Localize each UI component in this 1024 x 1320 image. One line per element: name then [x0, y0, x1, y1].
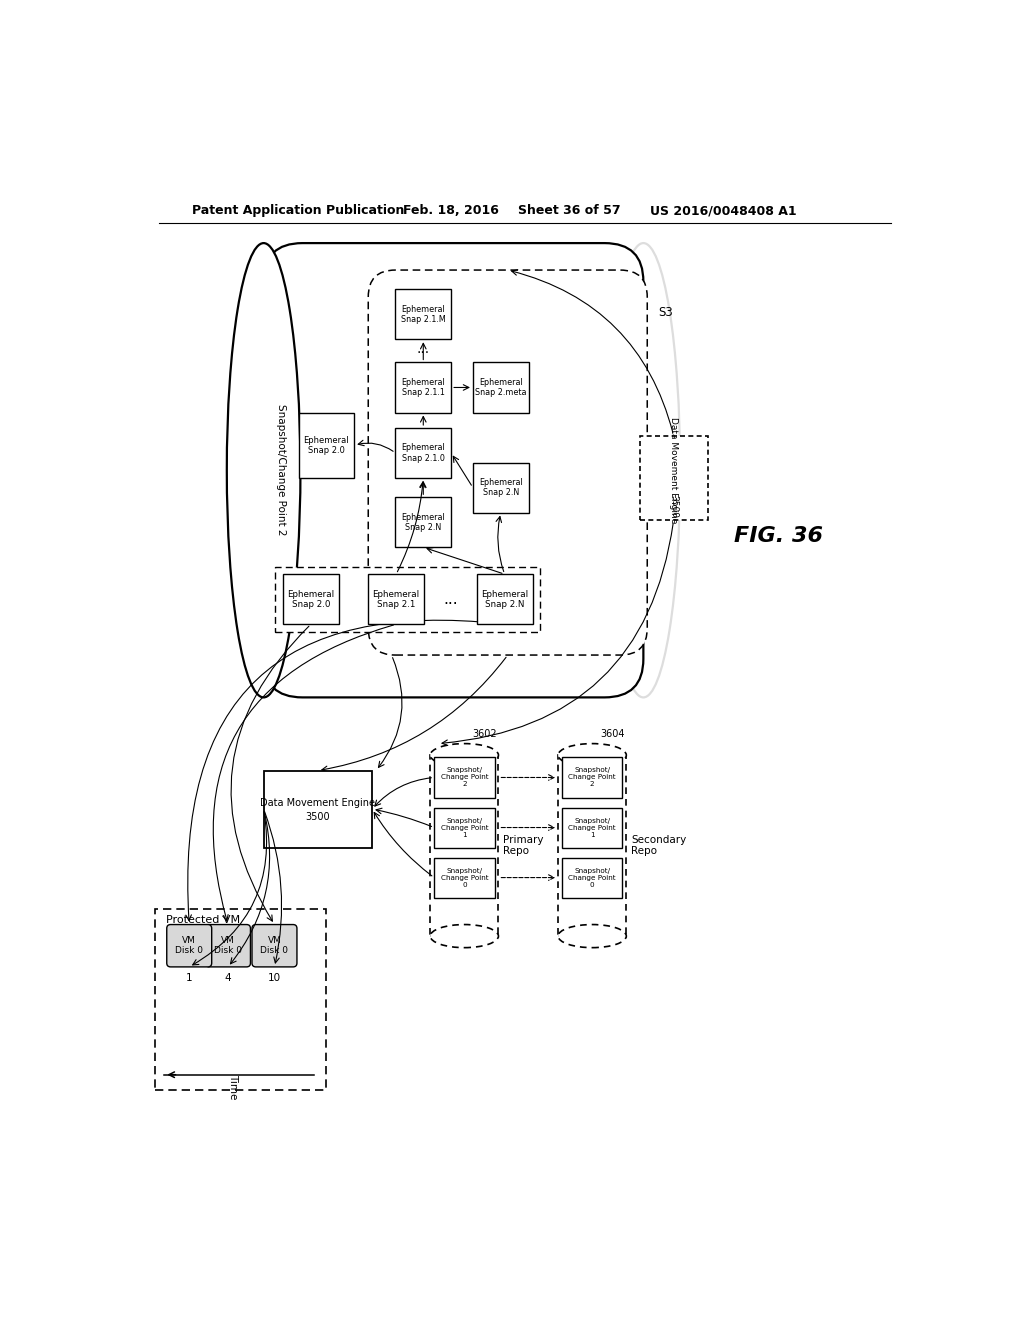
Text: Snapshot/
Change Point
2: Snapshot/ Change Point 2: [440, 767, 488, 788]
Text: FIG. 36: FIG. 36: [734, 525, 823, 545]
FancyBboxPatch shape: [434, 858, 495, 898]
FancyBboxPatch shape: [395, 363, 452, 412]
FancyBboxPatch shape: [395, 289, 452, 339]
Text: Feb. 18, 2016: Feb. 18, 2016: [403, 205, 499, 218]
FancyBboxPatch shape: [430, 755, 499, 936]
Text: 3602: 3602: [472, 730, 497, 739]
FancyBboxPatch shape: [275, 566, 541, 632]
FancyBboxPatch shape: [434, 808, 495, 847]
FancyBboxPatch shape: [299, 412, 354, 478]
Text: S3: S3: [658, 306, 673, 319]
Text: US 2016/0048408 A1: US 2016/0048408 A1: [649, 205, 797, 218]
Text: Ephemeral
Snap 2.N: Ephemeral Snap 2.N: [481, 590, 528, 609]
FancyBboxPatch shape: [155, 909, 326, 1090]
Text: ...: ...: [417, 342, 430, 355]
Text: Time: Time: [227, 1073, 238, 1100]
Text: Ephemeral
Snap 2.1.0: Ephemeral Snap 2.1.0: [401, 444, 445, 462]
Text: Snapshot/
Change Point
0: Snapshot/ Change Point 0: [440, 867, 488, 887]
FancyBboxPatch shape: [562, 808, 623, 847]
FancyBboxPatch shape: [558, 755, 627, 936]
FancyBboxPatch shape: [263, 243, 643, 697]
Text: 4: 4: [224, 973, 231, 982]
Ellipse shape: [430, 924, 499, 948]
FancyBboxPatch shape: [473, 363, 528, 412]
Text: Sheet 36 of 57: Sheet 36 of 57: [518, 205, 621, 218]
Text: Ephemeral
Snap 2.0: Ephemeral Snap 2.0: [303, 436, 349, 455]
Text: Protected VM: Protected VM: [166, 915, 240, 925]
FancyBboxPatch shape: [283, 574, 339, 624]
Ellipse shape: [430, 743, 499, 767]
FancyBboxPatch shape: [252, 924, 297, 966]
FancyBboxPatch shape: [369, 574, 424, 624]
FancyBboxPatch shape: [434, 758, 495, 797]
FancyBboxPatch shape: [562, 858, 623, 898]
Text: Ephemeral
Snap 2.N: Ephemeral Snap 2.N: [479, 478, 522, 498]
FancyBboxPatch shape: [562, 758, 623, 797]
Text: 3604: 3604: [600, 730, 625, 739]
FancyBboxPatch shape: [473, 462, 528, 512]
FancyBboxPatch shape: [640, 436, 708, 520]
Text: Primary
Repo: Primary Repo: [503, 834, 544, 857]
FancyBboxPatch shape: [369, 271, 647, 655]
Text: Ephemeral
Snap 2.1.1: Ephemeral Snap 2.1.1: [401, 378, 445, 397]
FancyBboxPatch shape: [477, 574, 532, 624]
Text: Snapshot/Change Point 2: Snapshot/Change Point 2: [275, 404, 286, 536]
Text: Secondary
Repo: Secondary Repo: [631, 834, 686, 857]
FancyBboxPatch shape: [395, 428, 452, 478]
Text: Ephemeral
Snap 2.meta: Ephemeral Snap 2.meta: [475, 378, 526, 397]
Ellipse shape: [558, 743, 627, 767]
FancyBboxPatch shape: [206, 924, 251, 966]
Text: Patent Application Publication: Patent Application Publication: [191, 205, 403, 218]
FancyBboxPatch shape: [263, 771, 372, 847]
Text: Ephemeral
Snap 2.N: Ephemeral Snap 2.N: [401, 512, 445, 532]
Text: Snapshot/
Change Point
1: Snapshot/ Change Point 1: [440, 817, 488, 837]
Text: VM
Disk 0: VM Disk 0: [260, 936, 289, 956]
Text: Ephemeral
Snap 2.0: Ephemeral Snap 2.0: [288, 590, 335, 609]
Text: Data Movement Engine: Data Movement Engine: [669, 417, 678, 524]
Text: Data Movement Engine: Data Movement Engine: [260, 797, 376, 808]
Text: VM
Disk 0: VM Disk 0: [175, 936, 203, 956]
Text: Snapshot/
Change Point
0: Snapshot/ Change Point 0: [568, 867, 616, 887]
FancyBboxPatch shape: [395, 498, 452, 548]
Text: Ephemeral
Snap 2.1.M: Ephemeral Snap 2.1.M: [401, 305, 445, 323]
Text: Ephemeral
Snap 2.1: Ephemeral Snap 2.1: [373, 590, 420, 609]
Text: 3500: 3500: [669, 495, 678, 517]
Text: ...: ...: [443, 591, 458, 607]
Ellipse shape: [606, 243, 680, 697]
FancyBboxPatch shape: [167, 924, 212, 966]
Text: Snapshot/
Change Point
2: Snapshot/ Change Point 2: [568, 767, 616, 788]
Text: Snapshot/
Change Point
1: Snapshot/ Change Point 1: [568, 817, 616, 837]
Text: 10: 10: [268, 973, 281, 982]
Text: 1: 1: [186, 973, 193, 982]
Ellipse shape: [558, 924, 627, 948]
Text: VM
Disk 0: VM Disk 0: [214, 936, 242, 956]
Text: 3500: 3500: [305, 812, 330, 822]
Ellipse shape: [226, 243, 300, 697]
